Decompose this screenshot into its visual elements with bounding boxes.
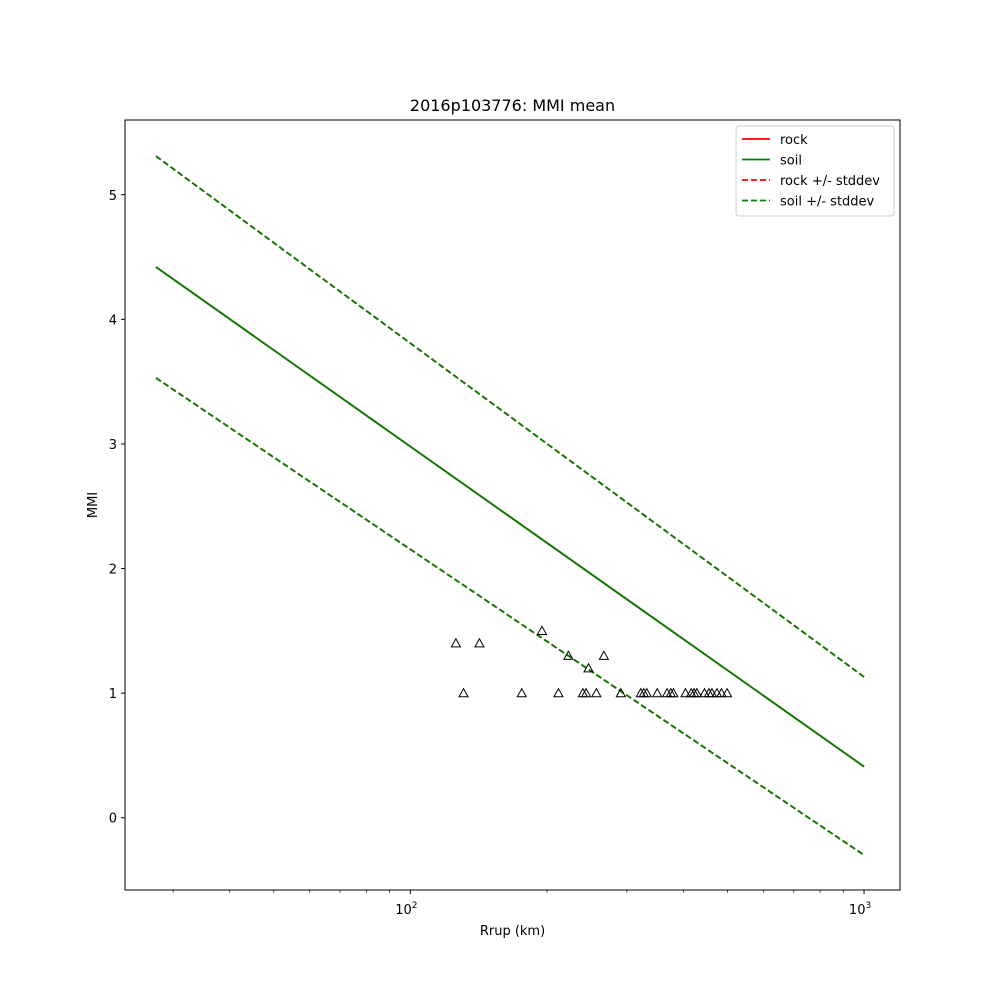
observation-marker	[553, 687, 564, 698]
observation-marker	[651, 687, 663, 698]
observation-marker	[716, 687, 727, 698]
legend-label: soil +/- stddev	[780, 195, 875, 210]
observation-marker	[680, 687, 691, 698]
x-axis-label: Rrup (km)	[480, 924, 545, 939]
x-tick-exponent: 2	[412, 901, 418, 911]
y-tick-label: 0	[109, 812, 117, 827]
observation-marker	[668, 687, 679, 698]
observation-markers	[450, 625, 733, 698]
plot-area-frame	[124, 119, 901, 891]
x-tick-base: 10	[395, 903, 412, 918]
x-tick-base: 10	[849, 903, 866, 918]
observation-marker	[598, 650, 610, 660]
x-tick-exponent: 3	[865, 901, 871, 911]
series-line-1	[155, 266, 865, 768]
plot-lines	[155, 155, 865, 856]
y-tick-label: 1	[109, 687, 117, 702]
legend-label: soil	[780, 154, 802, 169]
y-tick-label: 3	[109, 438, 117, 453]
x-tick-label: 103	[849, 901, 871, 918]
observation-marker	[536, 625, 548, 635]
y-tick-label: 5	[109, 189, 117, 204]
legend-label: rock +/- stddev	[780, 174, 880, 189]
observation-marker	[563, 650, 574, 660]
observation-marker	[721, 687, 733, 698]
y-axis-label: MMI	[86, 492, 101, 518]
observation-marker	[591, 687, 602, 698]
chart-title: 2016p103776: MMI mean	[410, 96, 615, 115]
observation-marker	[580, 687, 592, 698]
observation-marker	[691, 687, 703, 698]
observation-marker	[458, 687, 469, 698]
observation-marker	[615, 687, 627, 698]
y-tick-label: 2	[109, 563, 117, 578]
series-line-4	[155, 155, 865, 678]
observation-marker	[474, 637, 485, 648]
observation-marker	[641, 687, 653, 698]
legend-label: rock	[780, 133, 808, 148]
legend-box	[735, 125, 895, 217]
series-line-5	[155, 377, 865, 856]
observation-marker	[450, 637, 462, 648]
x-tick-label: 102	[395, 901, 417, 918]
observation-marker	[583, 662, 594, 673]
legend: rock soil rock +/- stddev soil +/- stddev	[735, 125, 895, 217]
observation-marker	[516, 687, 528, 698]
y-tick-label: 4	[109, 313, 117, 328]
